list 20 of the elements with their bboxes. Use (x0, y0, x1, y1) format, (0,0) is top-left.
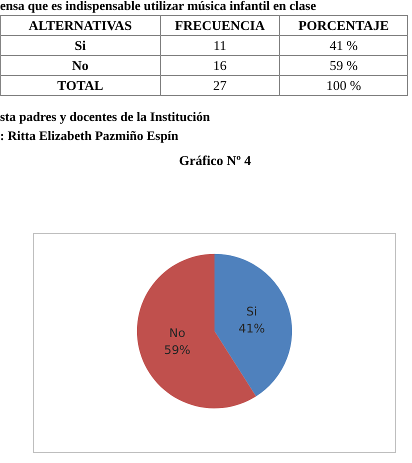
text: sta padres y docentes de la Institución (0, 109, 210, 124)
text: ALTERNATIVAS (0, 16, 160, 36)
text: 11 (160, 36, 280, 56)
chart-title: Gráfico Nº 4 (178, 153, 252, 168)
text: TOTAL (0, 76, 160, 96)
data-label: 41% (238, 321, 266, 336)
text: FRECUENCIA (160, 16, 280, 36)
text: ensa que es indispensable utilizar música infantil en clase (0, 0, 316, 13)
text: 41 % (280, 36, 408, 56)
text: Si (0, 36, 160, 56)
text: PORCENTAJE (280, 16, 408, 36)
slice-label: No (169, 326, 186, 340)
text: 100 % (280, 76, 408, 96)
text: No (0, 56, 160, 76)
text: : Ritta Elizabeth Pazmiño Espín (0, 128, 178, 143)
text: 16 (160, 56, 280, 76)
slice-label: Si (246, 304, 258, 318)
text: 27 (160, 76, 280, 96)
text: 59 % (280, 56, 408, 76)
data-label: 59% (164, 342, 191, 357)
